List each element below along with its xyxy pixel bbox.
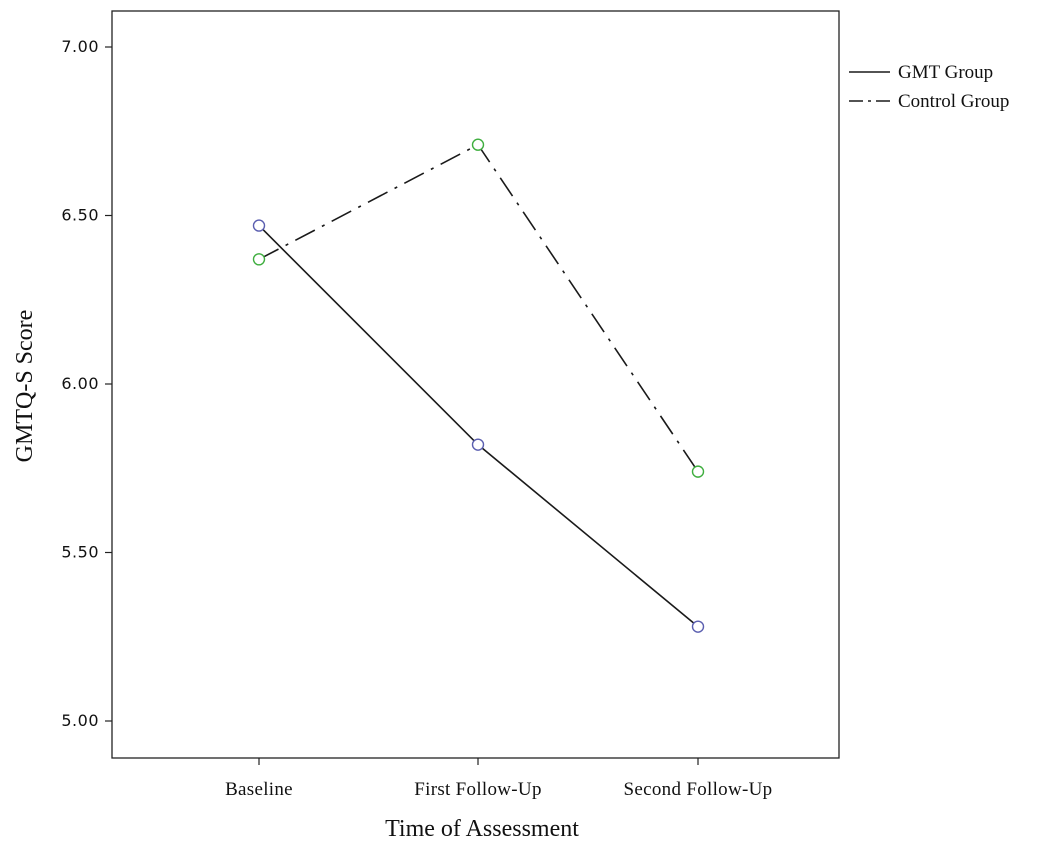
plot-frame — [111, 10, 840, 759]
x-axis-title: Time of Assessment — [385, 816, 579, 842]
data-point-control-group — [471, 138, 485, 151]
series-markers — [252, 138, 705, 633]
data-point-gmt-group — [471, 438, 485, 451]
y-tick-label: 5.00 — [61, 711, 99, 730]
legend: GMT Group Control Group — [849, 62, 1009, 112]
x-tick-label: First Follow-Up — [414, 779, 542, 800]
data-point-control-group — [252, 253, 266, 266]
x-tick-label: Baseline — [225, 779, 293, 800]
legend-label-gmt-group: GMT Group — [898, 62, 993, 83]
data-point-gmt-group — [691, 620, 705, 633]
x-axis: Baseline First Follow-Up Second Follow-Up — [225, 758, 772, 800]
y-axis: 5.00 5.50 6.00 6.50 7.00 — [61, 37, 112, 730]
y-tick-label: 5.50 — [61, 543, 99, 562]
data-point-gmt-group — [252, 219, 266, 232]
data-point-control-group — [691, 465, 705, 478]
series-line-control-group — [258, 143, 699, 473]
y-tick-label: 7.00 — [61, 37, 99, 56]
legend-label-control-group: Control Group — [898, 91, 1009, 112]
series-lines — [258, 143, 699, 628]
y-tick-label: 6.00 — [61, 374, 99, 393]
x-tick-label: Second Follow-Up — [624, 779, 773, 800]
y-tick-label: 6.50 — [61, 206, 99, 225]
y-axis-title: GMTQ-S Score — [12, 310, 38, 463]
series-line-gmt-group — [258, 225, 699, 628]
